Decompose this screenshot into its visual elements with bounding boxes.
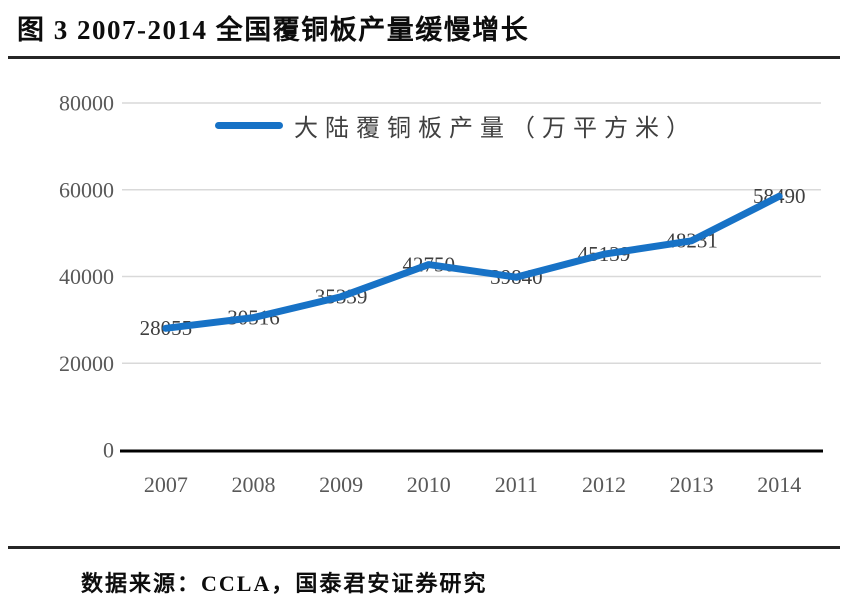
y-axis-tick-label: 20000	[59, 351, 114, 376]
x-axis-tick-label: 2012	[582, 472, 626, 497]
legend-label: 大陆覆铜板产量（万平方米）	[294, 115, 697, 142]
x-axis-tick-label: 2010	[407, 472, 451, 497]
title-divider	[8, 56, 840, 59]
series-line	[162, 192, 783, 332]
x-axis-tick-label: 2008	[231, 472, 275, 497]
footer-divider	[8, 546, 840, 549]
x-axis-tick-label: 2007	[144, 472, 188, 497]
chart-legend: 大陆覆铜板产量（万平方米）	[215, 111, 697, 142]
y-axis-tick-label: 60000	[59, 177, 114, 202]
y-axis-tick-label: 80000	[59, 91, 114, 116]
y-axis-tick-label: 0	[103, 438, 114, 463]
x-axis-tick-label: 2013	[670, 472, 714, 497]
x-axis-tick-label: 2014	[757, 472, 801, 497]
x-axis-tick-label: 2011	[495, 472, 538, 497]
y-axis-tick-label: 40000	[59, 264, 114, 289]
figure-title: 图 3 2007-2014 全国覆铜板产量缓慢增长	[17, 15, 530, 45]
x-axis-tick-label: 2009	[319, 472, 363, 497]
legend-line-marker	[215, 121, 283, 129]
data-source: 数据来源：CCLA，国泰君安证券研究	[81, 571, 488, 596]
